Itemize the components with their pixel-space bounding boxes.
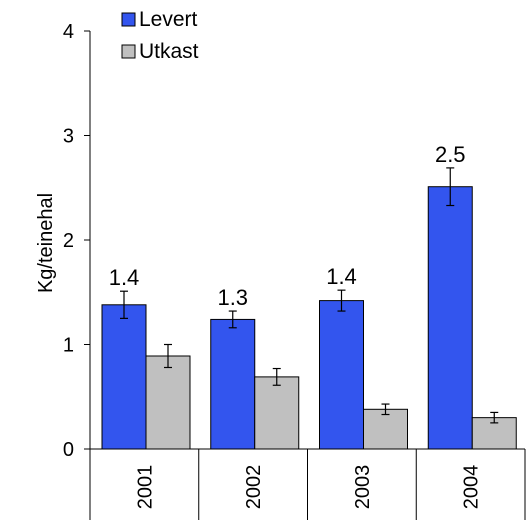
data-label: 1.3 [217,285,248,310]
y-tick-label: 2 [63,230,74,252]
legend-label: Levert [139,8,198,31]
x-tick-label: 2004 [461,465,483,510]
y-tick-label: 1 [63,335,74,357]
y-tick-label: 4 [63,21,74,43]
y-axis-label: Kg/teinehal [35,193,57,293]
legend: Levert Utkast [121,8,199,63]
data-label: 2.5 [435,142,466,167]
bar [319,300,364,450]
bar [210,318,256,450]
bar [254,376,300,450]
bar [145,355,191,450]
data-label: 1.4 [109,265,140,290]
x-axis: 2001 2002 2003 2004 [90,448,526,520]
x-tick-label: 2003 [352,465,374,510]
legend-swatch [121,44,136,59]
x-tick-label: 2001 [134,465,156,510]
x-tick-label: 2002 [243,465,265,510]
y-tick-label: 0 [63,439,74,461]
y-axis: 0 1 2 3 4 [63,21,91,520]
legend-swatch [121,12,136,27]
y-tick-label: 3 [63,126,74,148]
bar [427,186,473,450]
bars: 1.4 1.3 1.4 2.5 [101,142,517,450]
legend-label: Utkast [139,40,199,63]
bar [363,408,408,450]
bar [101,304,147,450]
data-label: 1.4 [326,264,357,289]
